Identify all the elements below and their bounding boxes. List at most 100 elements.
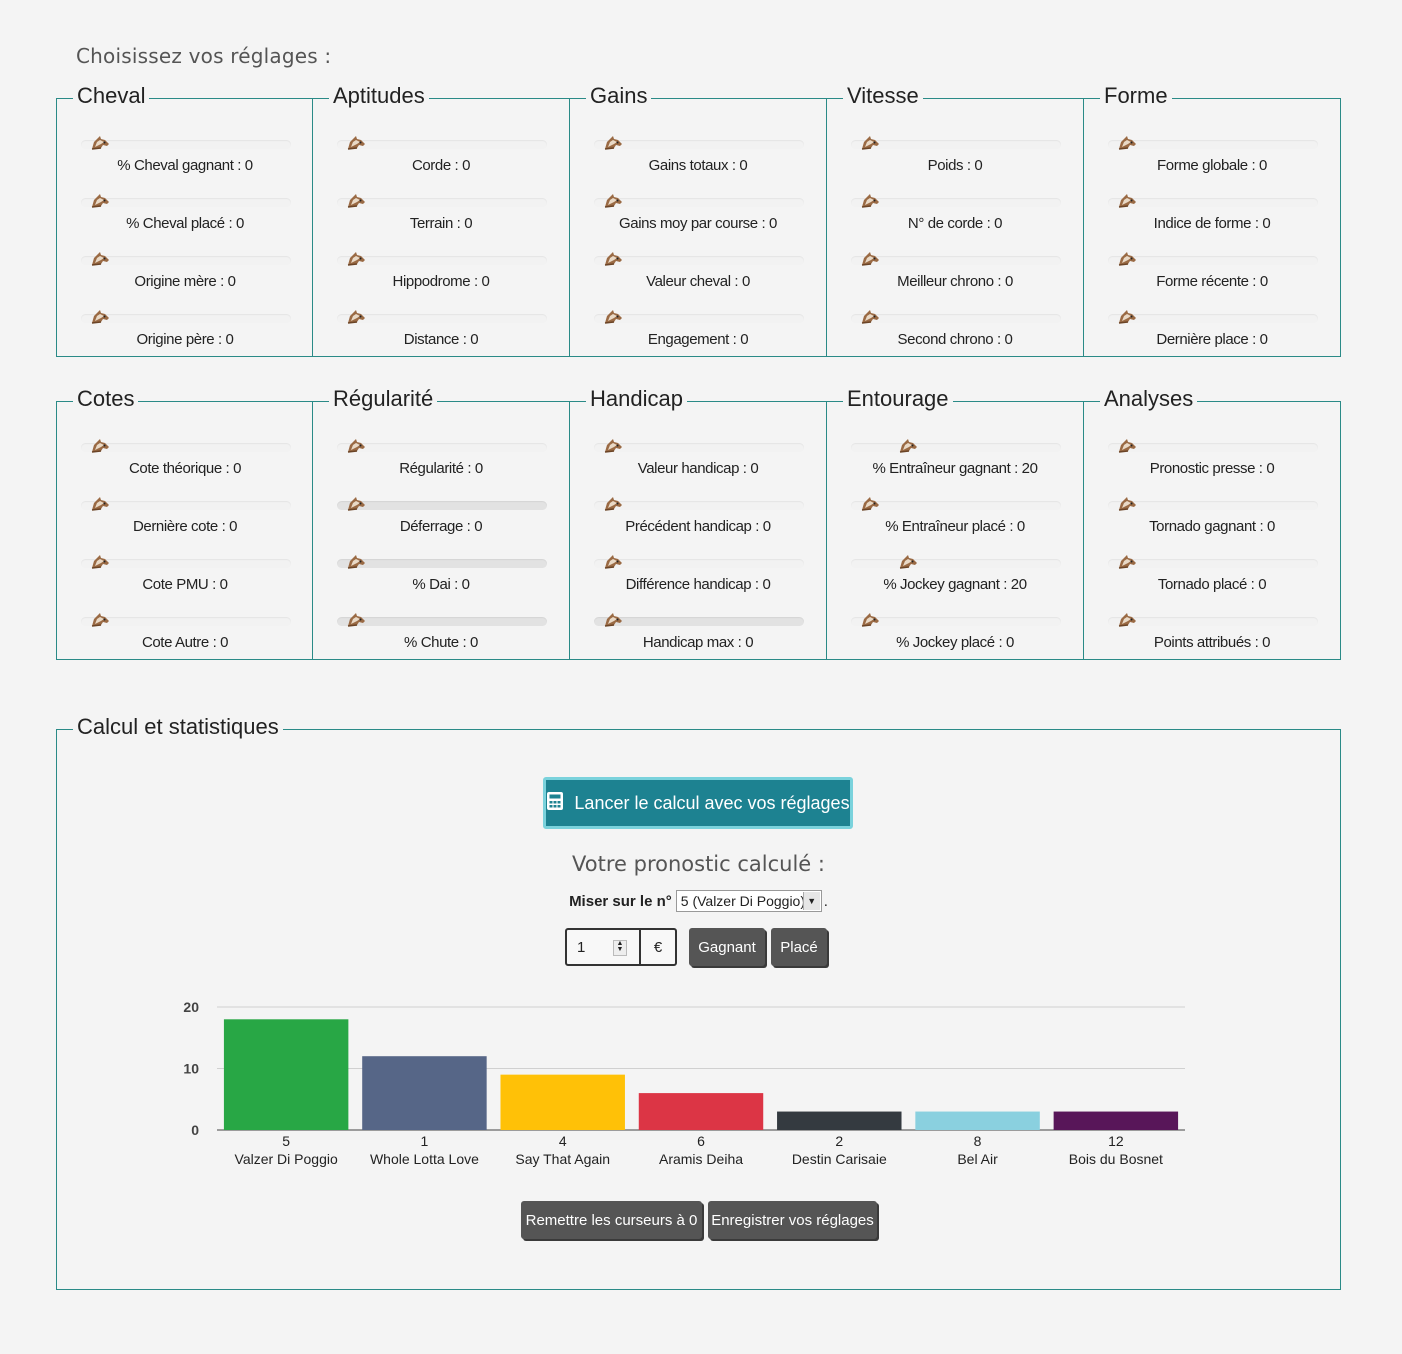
- slider: % Cheval placé : 0: [79, 194, 291, 239]
- slider-label: Meilleur chrono : 0: [897, 273, 1013, 290]
- slider-track[interactable]: [337, 497, 547, 511]
- horse-handle-icon[interactable]: [859, 309, 881, 325]
- reset-sliders-button[interactable]: Remettre les curseurs à 0: [521, 1201, 702, 1239]
- horse-handle-icon[interactable]: [1116, 251, 1138, 267]
- slider-track[interactable]: [1108, 136, 1318, 150]
- horse-handle-icon[interactable]: [602, 309, 624, 325]
- slider-track[interactable]: [337, 136, 547, 150]
- chevron-down-icon[interactable]: ▼: [802, 892, 820, 910]
- horse-handle-icon[interactable]: [345, 554, 367, 570]
- horse-handle-icon[interactable]: [1116, 496, 1138, 512]
- slider-track[interactable]: [337, 555, 547, 569]
- slider-track[interactable]: [851, 555, 1061, 569]
- slider-track[interactable]: [851, 310, 1061, 324]
- horse-handle-icon[interactable]: [859, 193, 881, 209]
- horse-handle-icon[interactable]: [859, 251, 881, 267]
- stake-input[interactable]: 1 ▲ ▼: [567, 930, 641, 964]
- horse-handle-icon[interactable]: [89, 193, 111, 209]
- horse-handle-icon[interactable]: [897, 554, 919, 570]
- slider-label: Régularité : 0: [399, 460, 483, 477]
- slider-track[interactable]: [594, 252, 804, 266]
- slider-track[interactable]: [594, 613, 804, 627]
- slider-track[interactable]: [594, 555, 804, 569]
- horse-handle-icon[interactable]: [602, 554, 624, 570]
- slider-track[interactable]: [1108, 555, 1318, 569]
- horse-handle-icon[interactable]: [89, 135, 111, 151]
- horse-handle-icon[interactable]: [89, 496, 111, 512]
- slider-track[interactable]: [851, 136, 1061, 150]
- slider-track[interactable]: [337, 310, 547, 324]
- slider-track[interactable]: [851, 497, 1061, 511]
- horse-handle-icon[interactable]: [89, 612, 111, 628]
- slider-track[interactable]: [81, 310, 291, 324]
- horse-handle-icon[interactable]: [345, 438, 367, 454]
- horse-handle-icon[interactable]: [89, 554, 111, 570]
- slider-track[interactable]: [81, 497, 291, 511]
- place-button[interactable]: Placé: [771, 928, 827, 966]
- horse-handle-icon[interactable]: [345, 309, 367, 325]
- slider: Terrain : 0: [335, 194, 547, 239]
- launch-calc-button[interactable]: Lancer le calcul avec vos réglages: [543, 777, 853, 829]
- slider-track[interactable]: [81, 555, 291, 569]
- horse-handle-icon[interactable]: [345, 496, 367, 512]
- panel-forme: Forme Forme globale : 0 Indice de forme : …: [1084, 83, 1341, 357]
- slider-track[interactable]: [851, 613, 1061, 627]
- slider-track[interactable]: [1108, 310, 1318, 324]
- horse-select-value: 5 (Valzer Di Poggio): [680, 893, 806, 909]
- slider-track[interactable]: [851, 252, 1061, 266]
- horse-handle-icon[interactable]: [859, 135, 881, 151]
- slider-track[interactable]: [594, 194, 804, 208]
- slider-track[interactable]: [81, 439, 291, 453]
- slider-track[interactable]: [81, 136, 291, 150]
- slider: Meilleur chrono : 0: [849, 252, 1061, 297]
- slider-track[interactable]: [594, 310, 804, 324]
- horse-handle-icon[interactable]: [1116, 554, 1138, 570]
- horse-handle-icon[interactable]: [602, 612, 624, 628]
- gagnant-button[interactable]: Gagnant: [689, 928, 765, 966]
- horse-handle-icon[interactable]: [89, 438, 111, 454]
- slider-track[interactable]: [81, 613, 291, 627]
- slider-track[interactable]: [337, 613, 547, 627]
- slider-track[interactable]: [337, 439, 547, 453]
- horse-handle-icon[interactable]: [859, 612, 881, 628]
- slider-track[interactable]: [337, 252, 547, 266]
- slider-track[interactable]: [851, 194, 1061, 208]
- horse-handle-icon[interactable]: [897, 438, 919, 454]
- horse-handle-icon[interactable]: [1116, 309, 1138, 325]
- slider-track[interactable]: [1108, 252, 1318, 266]
- slider-track[interactable]: [594, 136, 804, 150]
- horse-handle-icon[interactable]: [602, 251, 624, 267]
- slider-track[interactable]: [1108, 194, 1318, 208]
- spinner-icon[interactable]: ▲ ▼: [613, 940, 627, 956]
- slider-label: % Entraîneur placé : 0: [885, 518, 1025, 535]
- slider-track[interactable]: [81, 194, 291, 208]
- slider-track[interactable]: [81, 252, 291, 266]
- horse-handle-icon[interactable]: [602, 496, 624, 512]
- horse-handle-icon[interactable]: [89, 251, 111, 267]
- horse-select[interactable]: 5 (Valzer Di Poggio) ▼: [675, 890, 822, 912]
- horse-handle-icon[interactable]: [602, 193, 624, 209]
- horse-handle-icon[interactable]: [1116, 612, 1138, 628]
- slider-track[interactable]: [337, 194, 547, 208]
- horse-handle-icon[interactable]: [345, 612, 367, 628]
- bar-12: [1053, 1111, 1179, 1130]
- horse-handle-icon[interactable]: [345, 251, 367, 267]
- slider-track[interactable]: [1108, 439, 1318, 453]
- horse-handle-icon[interactable]: [89, 309, 111, 325]
- horse-handle-icon[interactable]: [602, 135, 624, 151]
- x-tick-name: Valzer Di Poggio: [235, 1151, 338, 1167]
- horse-handle-icon[interactable]: [859, 496, 881, 512]
- save-settings-button[interactable]: Enregistrer vos réglages: [708, 1201, 877, 1239]
- horse-handle-icon[interactable]: [602, 438, 624, 454]
- slider: Handicap max : 0: [592, 613, 804, 658]
- horse-handle-icon[interactable]: [345, 193, 367, 209]
- slider-track[interactable]: [594, 497, 804, 511]
- slider-track[interactable]: [1108, 613, 1318, 627]
- horse-handle-icon[interactable]: [345, 135, 367, 151]
- slider-track[interactable]: [1108, 497, 1318, 511]
- horse-handle-icon[interactable]: [1116, 193, 1138, 209]
- slider-track[interactable]: [851, 439, 1061, 453]
- horse-handle-icon[interactable]: [1116, 438, 1138, 454]
- slider-track[interactable]: [594, 439, 804, 453]
- horse-handle-icon[interactable]: [1116, 135, 1138, 151]
